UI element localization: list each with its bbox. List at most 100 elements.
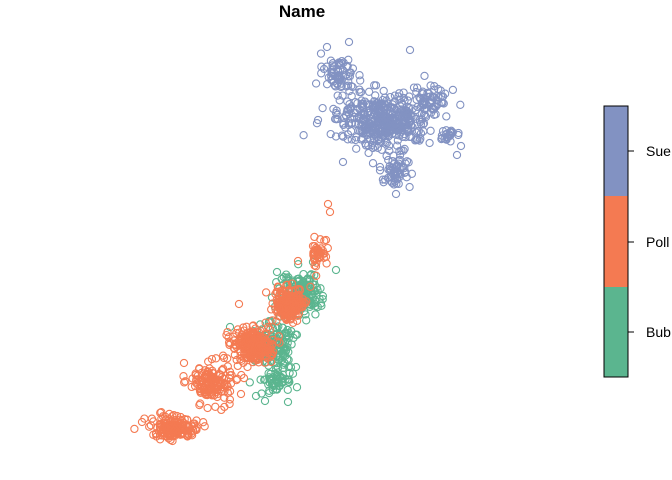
data-point-poll [242, 322, 251, 331]
data-point-sue [327, 66, 336, 75]
data-point-sue [398, 162, 408, 172]
data-point-bub [257, 389, 266, 398]
data-point-bub [311, 310, 320, 319]
data-point-sue [395, 89, 404, 98]
data-point-poll [289, 299, 298, 308]
data-point-sue [370, 135, 379, 144]
data-point-poll [239, 358, 248, 367]
data-point-sue [425, 138, 434, 148]
data-point-poll [293, 256, 303, 266]
data-point-bub [282, 270, 291, 279]
data-point-poll [149, 417, 158, 426]
data-point-poll [273, 287, 282, 297]
data-point-poll [207, 384, 216, 394]
data-point-poll [160, 424, 169, 433]
data-point-sue [392, 141, 402, 150]
data-point-poll [227, 370, 236, 380]
data-point-sue [368, 100, 378, 110]
data-point-sue [347, 135, 356, 144]
data-point-sue [339, 132, 348, 141]
data-point-sue [395, 163, 404, 173]
data-point-sue [404, 158, 413, 167]
data-point-poll [281, 287, 290, 296]
data-point-poll [318, 249, 328, 258]
data-point-bub [287, 340, 296, 349]
data-point-poll [321, 235, 331, 245]
data-point-sue [391, 189, 401, 199]
data-point-sue [446, 127, 455, 136]
data-point-sue [336, 79, 346, 88]
data-point-sue [360, 109, 369, 119]
data-point-poll [267, 357, 276, 367]
data-point-poll [223, 327, 232, 337]
legend-label-bub: Bub [646, 324, 671, 340]
data-point-poll [275, 304, 284, 313]
data-point-sue [390, 168, 400, 177]
data-point-sue [405, 92, 414, 101]
data-point-poll [145, 422, 154, 431]
data-point-sue [368, 143, 378, 153]
data-point-poll [261, 352, 270, 361]
data-point-sue [328, 61, 337, 70]
data-point-sue [319, 64, 329, 74]
data-point-sue [378, 121, 387, 131]
data-point-sue [420, 104, 430, 114]
data-point-bub [245, 378, 254, 387]
data-point-sue [381, 126, 390, 135]
data-point-poll [137, 417, 147, 427]
data-point-poll [179, 372, 188, 381]
data-point-sue [406, 117, 416, 126]
data-point-poll [204, 357, 213, 366]
data-point-bub [292, 383, 302, 392]
data-point-sue [316, 49, 326, 58]
data-point-sue [334, 75, 344, 84]
data-point-poll [169, 427, 178, 436]
data-point-poll [211, 354, 221, 363]
data-point-poll [272, 317, 281, 326]
data-point-poll [245, 335, 254, 344]
data-point-poll [313, 245, 322, 254]
data-point-poll [158, 412, 168, 421]
data-point-sue [371, 91, 380, 100]
data-point-poll [172, 411, 182, 421]
data-point-poll [323, 199, 333, 209]
data-point-sue [403, 96, 412, 105]
data-point-sue [346, 68, 355, 77]
data-point-poll [218, 382, 227, 392]
data-point-sue [379, 86, 388, 96]
data-point-poll [225, 387, 235, 396]
data-point-sue [370, 110, 380, 119]
data-point-poll [192, 425, 201, 435]
data-point-poll [213, 392, 222, 402]
data-point-poll [236, 389, 246, 399]
data-point-sue [384, 165, 393, 174]
data-point-poll [163, 425, 173, 434]
data-point-sue [336, 58, 346, 68]
data-point-bub [268, 385, 278, 395]
data-point-sue [402, 173, 411, 182]
legend-swatch-sue [604, 106, 628, 196]
data-point-poll [239, 323, 248, 332]
data-point-poll [179, 358, 189, 368]
data-point-sue [333, 91, 342, 100]
data-point-poll [223, 354, 232, 363]
data-point-poll [279, 296, 288, 305]
data-point-poll [207, 376, 216, 386]
data-point-sue [384, 155, 393, 165]
legend-swatch-bub [604, 287, 628, 377]
data-point-sue [356, 76, 365, 85]
data-point-sue [407, 121, 416, 130]
data-point-poll [246, 340, 255, 349]
data-point-poll [282, 311, 291, 320]
data-point-sue [348, 64, 358, 73]
data-point-sue [385, 146, 394, 155]
data-point-bub [277, 274, 286, 284]
data-point-sue [393, 111, 403, 120]
data-point-poll [316, 235, 325, 244]
data-point-poll [229, 343, 239, 353]
data-point-sue [438, 92, 448, 101]
data-point-sue [388, 156, 397, 166]
data-point-sue [368, 126, 378, 135]
data-point-sue [342, 107, 352, 117]
data-point-sue [434, 84, 443, 94]
